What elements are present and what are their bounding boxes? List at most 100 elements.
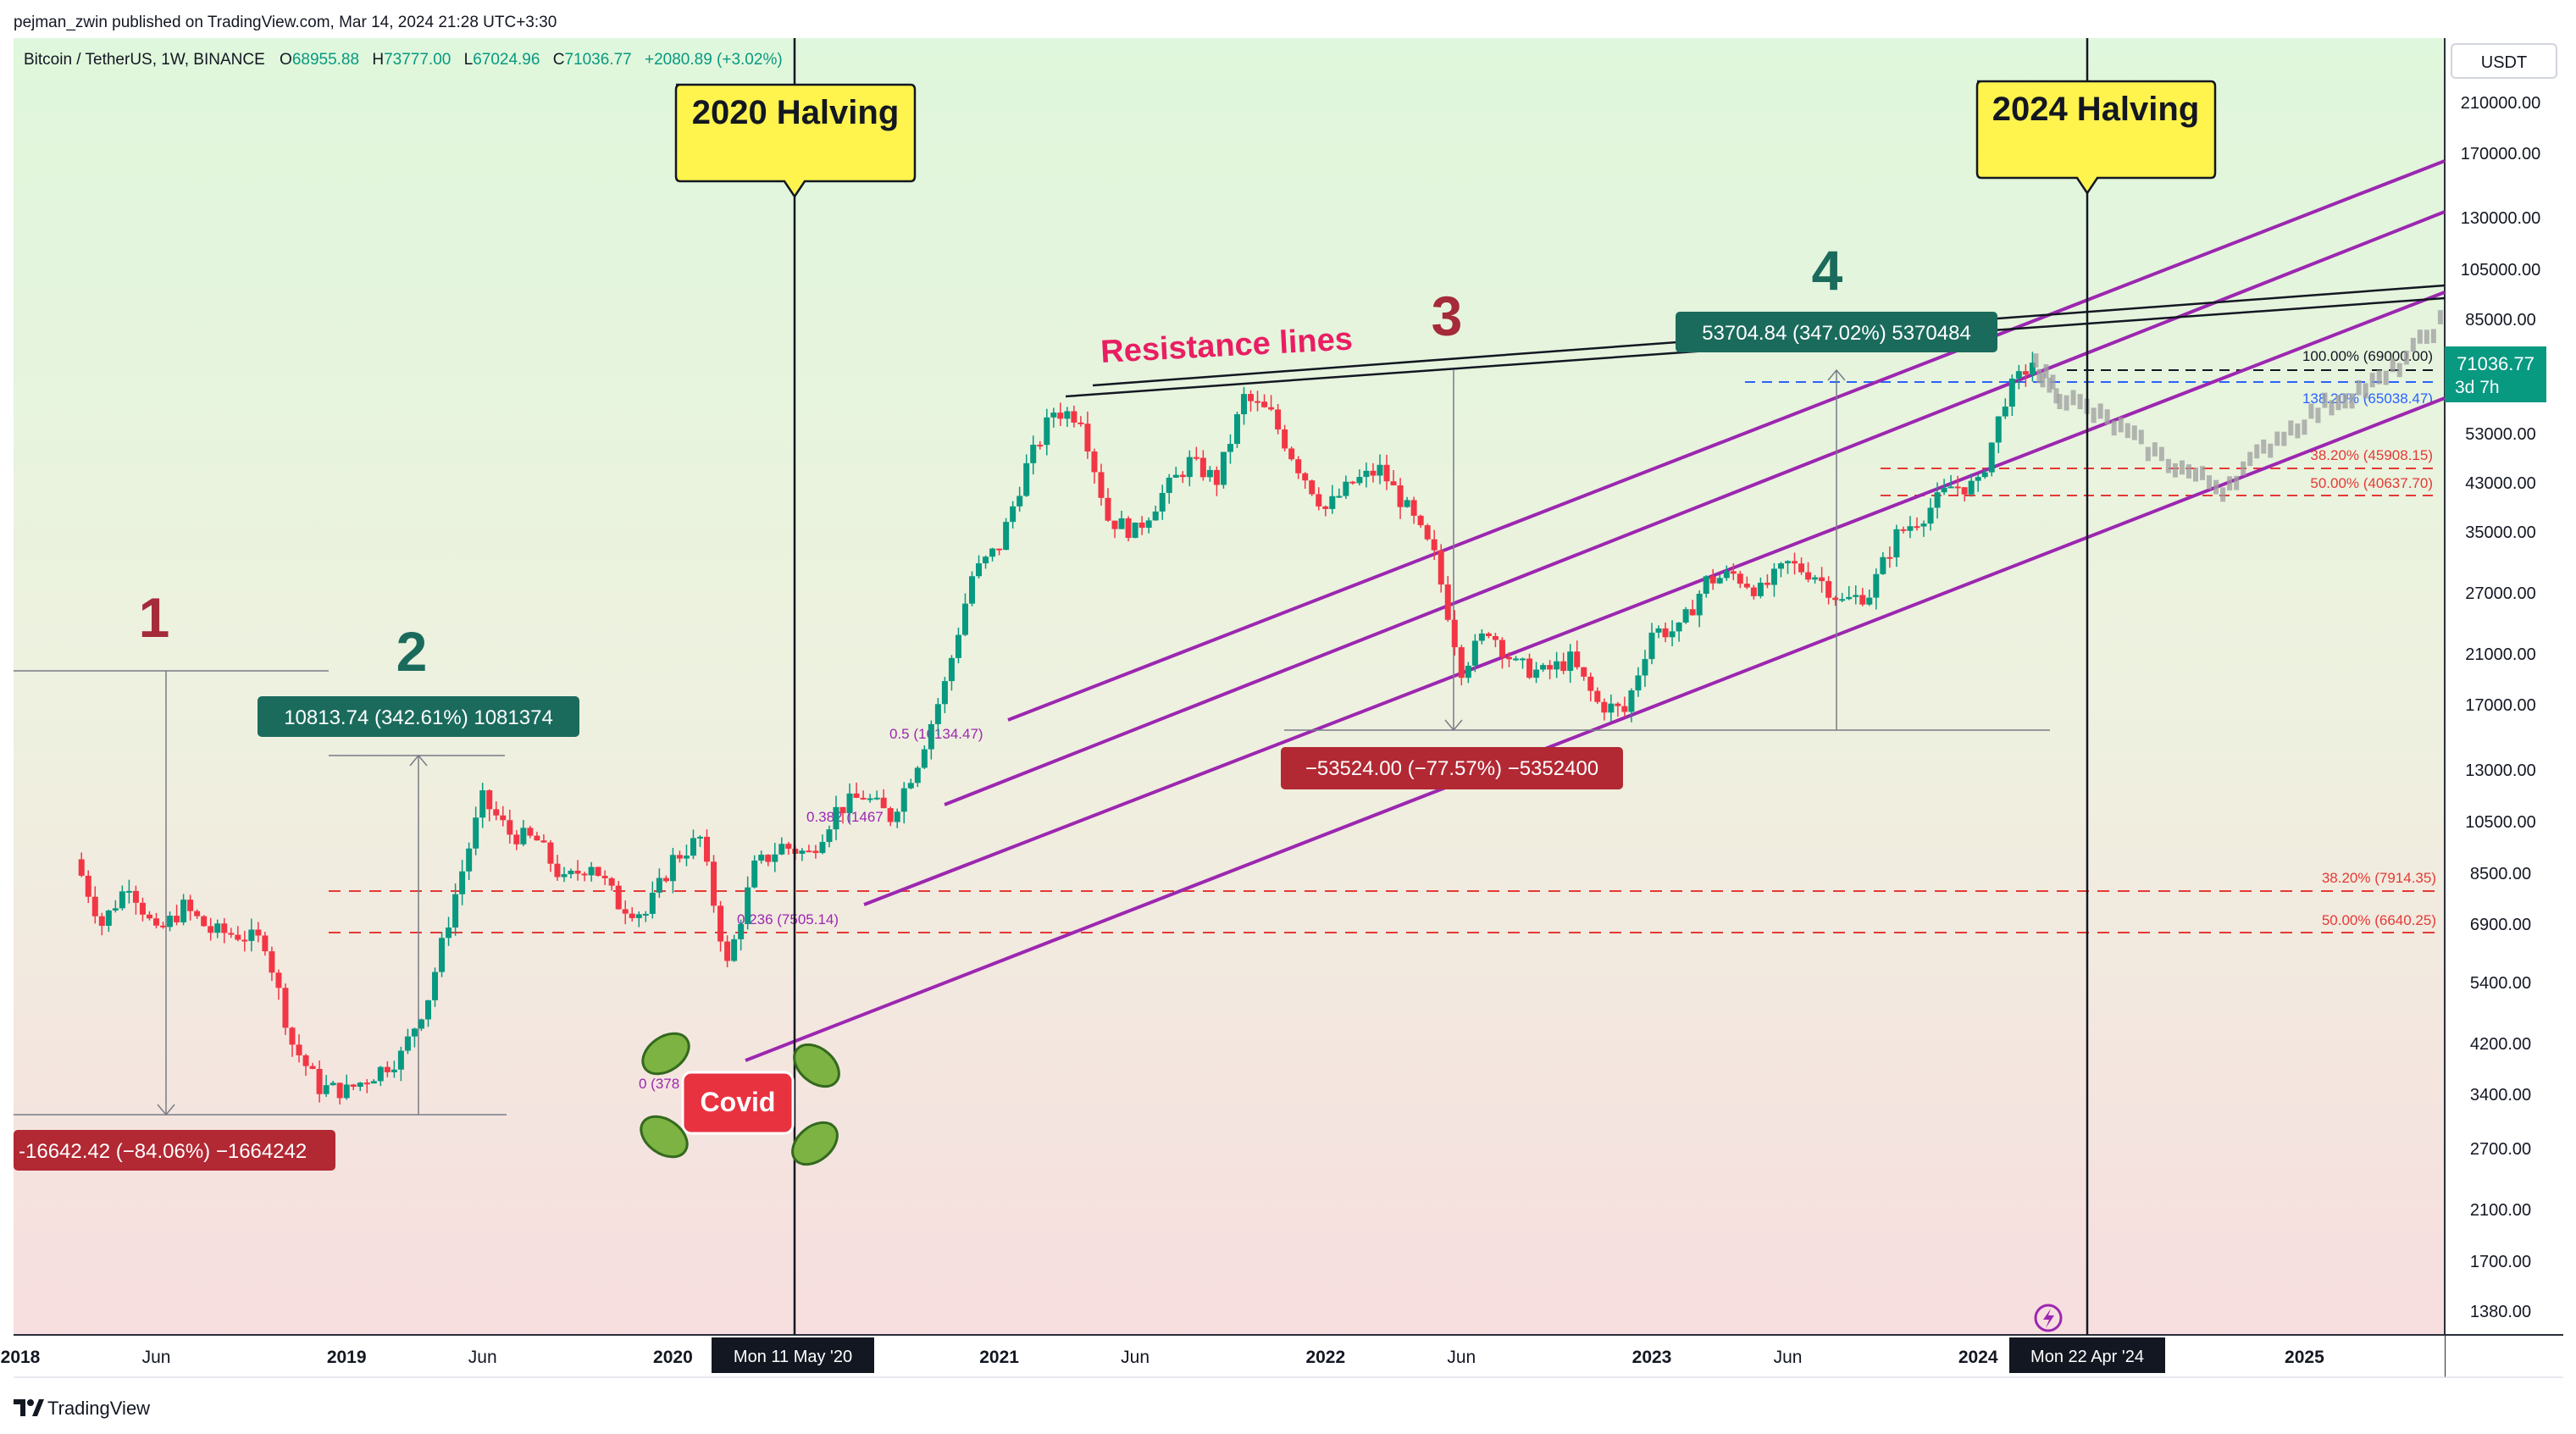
candle-body[interactable]: [180, 900, 187, 922]
candle-body[interactable]: [1723, 571, 1730, 579]
price-axis-panel[interactable]: [2445, 38, 2563, 1377]
halving-2024-callout[interactable]: 2024 Halving: [1975, 80, 2217, 196]
candle-body[interactable]: [473, 817, 479, 849]
candle-body[interactable]: [914, 767, 921, 783]
candle-body[interactable]: [1132, 522, 1138, 539]
candle-body[interactable]: [1233, 414, 1240, 445]
candle-body[interactable]: [146, 914, 152, 919]
candle-body[interactable]: [167, 916, 174, 927]
candle-body[interactable]: [479, 790, 486, 818]
candle-body[interactable]: [446, 927, 452, 938]
candle-body[interactable]: [1172, 474, 1179, 478]
candle-body[interactable]: [1743, 584, 1750, 588]
price-axis[interactable]: 210000.00 170000.00 130000.00 105000.00 8500…: [2461, 94, 2541, 1321]
candle-body[interactable]: [1336, 496, 1343, 498]
candle-body[interactable]: [887, 808, 894, 822]
candle-body[interactable]: [139, 902, 146, 915]
candle-body[interactable]: [1703, 576, 1709, 594]
candle-body[interactable]: [1655, 628, 1662, 633]
candle-body[interactable]: [1458, 647, 1465, 678]
candle-body[interactable]: [1377, 464, 1383, 476]
candle-body[interactable]: [255, 929, 262, 936]
replay-icon[interactable]: [2034, 1304, 2063, 1332]
candle-body[interactable]: [1907, 526, 1914, 531]
candle-body[interactable]: [1309, 480, 1316, 495]
candle-body[interactable]: [1587, 676, 1594, 691]
candle-body[interactable]: [1179, 474, 1186, 478]
candle-body[interactable]: [507, 820, 513, 835]
candle-body[interactable]: [738, 924, 745, 939]
candle-body[interactable]: [1900, 529, 1907, 531]
candle-body[interactable]: [459, 871, 466, 894]
candle-body[interactable]: [615, 885, 622, 910]
candle-body[interactable]: [1282, 429, 1288, 449]
candle-body[interactable]: [1255, 401, 1261, 403]
candle-body[interactable]: [1064, 411, 1071, 419]
candle-body[interactable]: [1241, 394, 1247, 415]
candle-body[interactable]: [439, 938, 446, 972]
candle-body[interactable]: [404, 1036, 411, 1051]
candle-body[interactable]: [336, 1082, 343, 1099]
candle-body[interactable]: [1499, 639, 1505, 657]
candle-body[interactable]: [1927, 507, 1934, 524]
candle-body[interactable]: [1716, 578, 1723, 584]
candle-body[interactable]: [1057, 412, 1064, 419]
candle-body[interactable]: [1628, 690, 1635, 712]
candle-body[interactable]: [98, 916, 105, 927]
candle-body[interactable]: [432, 972, 439, 1000]
channel-line-lower-mid[interactable]: [863, 291, 2446, 906]
candle-body[interactable]: [758, 855, 765, 861]
candle-body[interactable]: [2002, 407, 2008, 417]
candle-body[interactable]: [1941, 487, 1947, 493]
candle-body[interactable]: [1030, 445, 1037, 463]
candle-body[interactable]: [1526, 658, 1533, 678]
candle-body[interactable]: [1017, 496, 1023, 507]
candle-body[interactable]: [826, 829, 833, 843]
candle-body[interactable]: [1554, 661, 1560, 670]
candle-body[interactable]: [1438, 550, 1444, 585]
candle-body[interactable]: [1417, 515, 1424, 526]
candle-body[interactable]: [1764, 582, 1770, 585]
channel-line-upper-mid[interactable]: [944, 210, 2446, 806]
candle-body[interactable]: [1662, 628, 1669, 638]
candle-body[interactable]: [1037, 445, 1044, 447]
candle-body[interactable]: [907, 783, 914, 789]
candle-body[interactable]: [500, 815, 507, 821]
candle-body[interactable]: [704, 836, 711, 862]
candle-body[interactable]: [983, 556, 989, 564]
candle-body[interactable]: [1621, 706, 1628, 712]
candle-body[interactable]: [1275, 409, 1282, 430]
candle-body[interactable]: [996, 548, 1003, 551]
candle-body[interactable]: [466, 848, 473, 872]
candle-body[interactable]: [1540, 665, 1547, 670]
candle-body[interactable]: [1424, 525, 1431, 540]
channel-line-bottom[interactable]: [745, 396, 2446, 1062]
candle-body[interactable]: [1261, 401, 1268, 407]
candle-body[interactable]: [1091, 451, 1098, 473]
candle-body[interactable]: [669, 855, 676, 882]
candle-body[interactable]: [894, 811, 900, 822]
candle-body[interactable]: [1485, 633, 1492, 636]
candle-body[interactable]: [1594, 690, 1601, 702]
candle-body[interactable]: [1567, 651, 1574, 672]
candle-body[interactable]: [1533, 669, 1540, 678]
candle-body[interactable]: [350, 1084, 357, 1088]
candle-body[interactable]: [601, 876, 608, 878]
candle-body[interactable]: [1227, 444, 1233, 452]
candle-body[interactable]: [1669, 631, 1676, 638]
candle-body[interactable]: [948, 657, 955, 682]
candle-body[interactable]: [1547, 665, 1554, 670]
candle-body[interactable]: [717, 905, 724, 942]
candle-body[interactable]: [1676, 622, 1682, 632]
candle-body[interactable]: [357, 1082, 363, 1088]
candle-body[interactable]: [1199, 457, 1206, 478]
candle-body[interactable]: [275, 972, 282, 988]
candle-body[interactable]: [1560, 661, 1567, 672]
candle-body[interactable]: [411, 1028, 418, 1037]
candle-body[interactable]: [1152, 511, 1159, 521]
candle-body[interactable]: [1363, 470, 1370, 478]
candle-body[interactable]: [1513, 658, 1519, 661]
candle-body[interactable]: [711, 861, 717, 906]
candle-body[interactable]: [1947, 486, 1954, 489]
